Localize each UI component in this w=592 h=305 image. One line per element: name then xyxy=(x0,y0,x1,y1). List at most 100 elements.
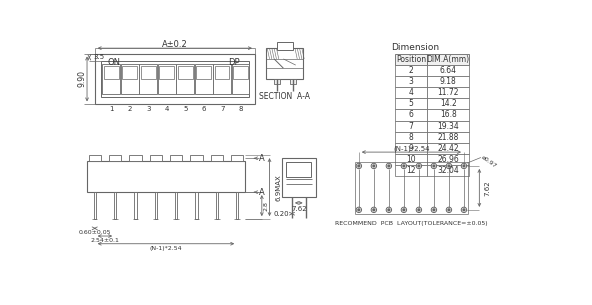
Text: Position: Position xyxy=(396,55,426,64)
Text: 3: 3 xyxy=(146,106,151,112)
Bar xyxy=(95,54,255,104)
Bar xyxy=(123,66,137,79)
Bar xyxy=(395,132,427,143)
Circle shape xyxy=(431,163,437,169)
Bar xyxy=(158,64,176,94)
Text: 8: 8 xyxy=(409,133,414,142)
Text: 2: 2 xyxy=(128,106,133,112)
Bar xyxy=(277,42,292,50)
Bar xyxy=(178,66,192,79)
Text: 7.62: 7.62 xyxy=(291,206,307,212)
Text: (N-1)*2.54: (N-1)*2.54 xyxy=(150,246,182,251)
Bar xyxy=(114,192,116,219)
Bar xyxy=(395,154,427,165)
Bar xyxy=(175,192,177,219)
Circle shape xyxy=(418,165,420,167)
Text: DIM.A(mm): DIM.A(mm) xyxy=(427,55,469,64)
Bar xyxy=(395,54,427,65)
Bar xyxy=(87,161,245,192)
Text: 3: 3 xyxy=(408,77,414,86)
Circle shape xyxy=(401,163,407,169)
Circle shape xyxy=(448,165,450,167)
Bar xyxy=(102,64,120,94)
Text: A: A xyxy=(259,188,265,197)
Circle shape xyxy=(386,163,391,169)
Bar xyxy=(197,66,211,79)
Bar xyxy=(274,79,280,84)
Text: 1: 1 xyxy=(110,106,114,112)
Bar xyxy=(94,192,96,219)
Bar xyxy=(231,155,243,161)
Bar xyxy=(139,64,157,94)
Bar xyxy=(395,143,427,154)
Bar xyxy=(155,192,157,219)
Text: 2.54±0.1: 2.54±0.1 xyxy=(91,238,120,243)
Text: 6: 6 xyxy=(408,110,414,120)
Text: 26.96: 26.96 xyxy=(437,155,459,164)
Text: RECOMMEND  PCB  LAYOUT(TOLERANCE=±0.05): RECOMMEND PCB LAYOUT(TOLERANCE=±0.05) xyxy=(335,221,488,226)
Bar xyxy=(427,154,469,165)
Text: 19.34: 19.34 xyxy=(437,122,459,131)
Circle shape xyxy=(446,163,452,169)
Text: (N-1)*2.54: (N-1)*2.54 xyxy=(393,145,430,152)
Bar xyxy=(121,64,139,94)
Text: 7: 7 xyxy=(408,122,414,131)
Circle shape xyxy=(403,165,405,167)
Bar xyxy=(233,66,248,79)
Bar xyxy=(176,64,194,94)
Text: 5: 5 xyxy=(184,106,188,112)
Bar xyxy=(427,87,469,98)
Text: 32.04: 32.04 xyxy=(437,166,459,175)
Bar xyxy=(395,165,427,176)
Text: 9: 9 xyxy=(408,144,414,153)
Text: 21.88: 21.88 xyxy=(437,133,459,142)
Bar xyxy=(395,87,427,98)
Text: 8: 8 xyxy=(239,106,243,112)
Bar xyxy=(427,76,469,87)
Circle shape xyxy=(446,207,452,213)
Bar xyxy=(395,65,427,76)
Circle shape xyxy=(356,163,362,169)
Bar xyxy=(427,98,469,109)
Circle shape xyxy=(371,163,377,169)
Bar xyxy=(150,155,162,161)
Text: 10: 10 xyxy=(406,155,416,164)
Bar xyxy=(427,143,469,154)
Text: 4: 4 xyxy=(408,88,414,97)
Bar xyxy=(129,155,141,161)
Bar xyxy=(427,65,469,76)
Text: 7: 7 xyxy=(220,106,225,112)
Text: 6: 6 xyxy=(202,106,207,112)
Bar xyxy=(170,155,182,161)
Bar xyxy=(159,66,174,79)
Circle shape xyxy=(358,209,360,211)
Bar xyxy=(232,64,249,94)
Bar xyxy=(101,61,249,97)
Text: 4: 4 xyxy=(165,106,169,112)
Bar xyxy=(190,155,202,161)
Bar xyxy=(395,76,427,87)
Text: 14.2: 14.2 xyxy=(440,99,456,108)
Circle shape xyxy=(433,165,435,167)
Text: 12: 12 xyxy=(407,166,416,175)
Circle shape xyxy=(416,207,422,213)
Bar xyxy=(427,120,469,132)
Text: A: A xyxy=(259,154,265,163)
Text: 7.62: 7.62 xyxy=(484,180,490,196)
Text: 9.18: 9.18 xyxy=(440,77,456,86)
Circle shape xyxy=(448,209,450,211)
Circle shape xyxy=(461,163,466,169)
Text: 6.9MAX: 6.9MAX xyxy=(276,174,282,200)
Text: 9.90: 9.90 xyxy=(78,70,87,88)
Bar xyxy=(215,192,218,219)
Circle shape xyxy=(463,165,465,167)
Circle shape xyxy=(416,163,422,169)
Bar xyxy=(195,192,198,219)
Text: 16.8: 16.8 xyxy=(440,110,456,120)
Text: 0.20: 0.20 xyxy=(274,211,289,217)
Circle shape xyxy=(386,207,391,213)
Circle shape xyxy=(418,209,420,211)
Bar xyxy=(289,79,295,84)
Bar xyxy=(109,155,121,161)
Text: ON: ON xyxy=(107,58,120,67)
